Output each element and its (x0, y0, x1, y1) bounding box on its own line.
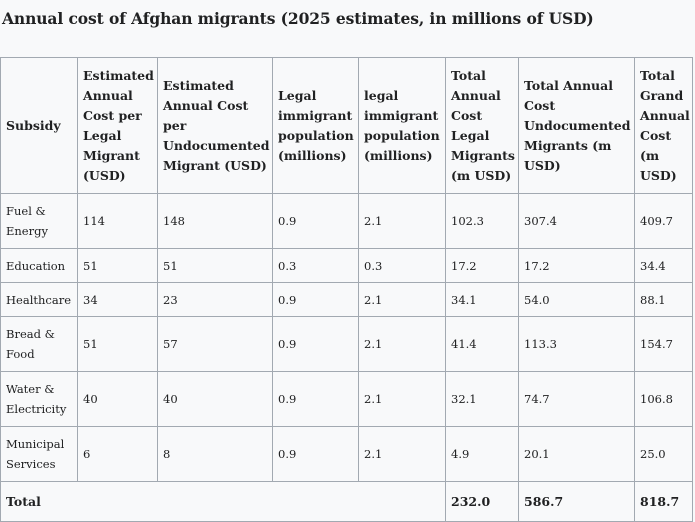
table-cell: 102.3 (445, 193, 519, 249)
table-cell: 106.8 (634, 371, 693, 427)
table-row: Municipal Services 6 8 0.9 2.1 4.9 20.1 … (0, 426, 693, 482)
table-cell: 2.1 (358, 193, 446, 249)
table-cell: 307.4 (518, 193, 635, 249)
table-cell: 54.0 (518, 282, 635, 317)
table-cell: 88.1 (634, 282, 693, 317)
subsidy-cell: Education (0, 248, 78, 283)
table-row: Water & Electricity 40 40 0.9 2.1 32.1 7… (0, 371, 693, 427)
table-cell: 34.4 (634, 248, 693, 283)
table-cell: 74.7 (518, 371, 635, 427)
table-cell: 51 (157, 248, 273, 283)
cost-table: Subsidy Estimated Annual Cost per Legal … (0, 57, 693, 522)
subsidy-cell: Fuel & Energy (0, 193, 78, 249)
table-cell: 40 (77, 371, 158, 427)
column-header-grand-total: Total Grand Annual Cost (m USD) (634, 57, 693, 194)
table-cell: 41.4 (445, 316, 519, 372)
table-cell: 17.2 (445, 248, 519, 283)
table-cell: 409.7 (634, 193, 693, 249)
table-cell: 113.3 (518, 316, 635, 372)
total-legal-cell: 232.0 (445, 481, 519, 522)
table-cell: 34.1 (445, 282, 519, 317)
subsidy-cell: Water & Electricity (0, 371, 78, 427)
subsidy-cell: Healthcare (0, 282, 78, 317)
header-row: Subsidy Estimated Annual Cost per Legal … (0, 57, 693, 194)
table-row: Healthcare 34 23 0.9 2.1 34.1 54.0 88.1 (0, 282, 693, 317)
column-header-cost-per-undocumented: Estimated Annual Cost per Undocumented M… (157, 57, 273, 194)
table-cell: 148 (157, 193, 273, 249)
table-cell: 0.9 (272, 282, 359, 317)
subsidy-cell: Bread & Food (0, 316, 78, 372)
table-cell: 57 (157, 316, 273, 372)
table-cell: 20.1 (518, 426, 635, 482)
table-cell: 51 (77, 248, 158, 283)
subsidy-cell: Municipal Services (0, 426, 78, 482)
table-cell: 40 (157, 371, 273, 427)
table-cell: 154.7 (634, 316, 693, 372)
table-cell: 0.3 (272, 248, 359, 283)
total-grand-cell: 818.7 (634, 481, 693, 522)
column-header-total-undocumented: Total Annual Cost Undocumented Migrants … (518, 57, 635, 194)
column-header-cost-per-legal: Estimated Annual Cost per Legal Migrant … (77, 57, 158, 194)
table-cell: 17.2 (518, 248, 635, 283)
total-label: Total (0, 481, 446, 522)
table-cell: 6 (77, 426, 158, 482)
table-cell: 2.1 (358, 426, 446, 482)
table-cell: 51 (77, 316, 158, 372)
table-row: Bread & Food 51 57 0.9 2.1 41.4 113.3 15… (0, 316, 693, 372)
table-row: Education 51 51 0.3 0.3 17.2 17.2 34.4 (0, 248, 693, 283)
table-cell: 0.9 (272, 193, 359, 249)
table-cell: 32.1 (445, 371, 519, 427)
total-row: Total 232.0 586.7 818.7 (0, 481, 693, 522)
table-cell: 2.1 (358, 316, 446, 372)
table-cell: 0.3 (358, 248, 446, 283)
table-title: Annual cost of Afghan migrants (2025 est… (2, 9, 594, 28)
table-cell: 2.1 (358, 282, 446, 317)
table-cell: 23 (157, 282, 273, 317)
column-header-undocumented-population: legal immigrant population (millions) (358, 57, 446, 194)
table-cell: 25.0 (634, 426, 693, 482)
column-header-total-legal: Total Annual Cost Legal Migrants (m USD) (445, 57, 519, 194)
total-undocumented-cell: 586.7 (518, 481, 635, 522)
table-cell: 0.9 (272, 426, 359, 482)
column-header-subsidy: Subsidy (0, 57, 78, 194)
table-cell: 34 (77, 282, 158, 317)
table-cell: 2.1 (358, 371, 446, 427)
table-cell: 8 (157, 426, 273, 482)
table-cell: 4.9 (445, 426, 519, 482)
table-cell: 0.9 (272, 371, 359, 427)
table-cell: 114 (77, 193, 158, 249)
table-cell: 0.9 (272, 316, 359, 372)
table-row: Fuel & Energy 114 148 0.9 2.1 102.3 307.… (0, 193, 693, 249)
column-header-legal-population: Legal immigrant population (millions) (272, 57, 359, 194)
